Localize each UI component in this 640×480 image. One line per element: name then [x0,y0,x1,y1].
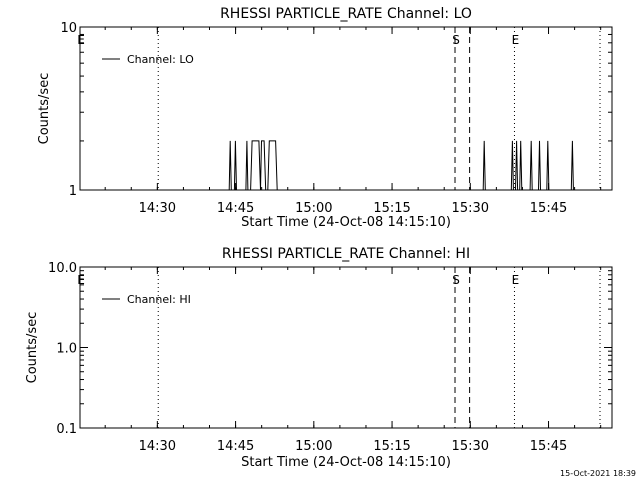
x-tick-label: 14:30 [139,201,176,216]
event-marker-label: S [452,273,460,287]
legend-entry: Channel: LO [127,53,194,66]
event-marker-label: E [77,33,85,47]
chart-title: RHESSI PARTICLE_RATE Channel: HI [222,246,470,262]
series-line [80,140,612,191]
x-tick-label: 15:00 [295,439,332,454]
event-marker-label: E [512,33,520,47]
x-tick-label: 15:15 [373,201,410,216]
x-axis-label: Start Time (24-Oct-08 14:15:10) [241,455,451,470]
x-tick-label: 15:15 [373,439,410,454]
footer-timestamp: 15-Oct-2021 18:39 [560,469,636,478]
y-tick-label: 0.1 [56,422,77,437]
x-tick-label: 14:30 [139,439,176,454]
x-tick-label: 15:45 [530,201,567,216]
x-tick-label: 15:30 [452,201,489,216]
legend-entry: Channel: HI [127,293,191,306]
event-marker-label: E [512,273,520,287]
hi-channel-panel: RHESSI PARTICLE_RATE Channel: HI 14:30 14:… [25,246,613,470]
event-marker-label: S [452,33,460,47]
x-tick-label: 15:00 [295,201,332,216]
x-tick-label: 15:45 [530,439,567,454]
y-tick-label: 10.0 [48,261,77,276]
x-tick-label: 15:30 [452,439,489,454]
lo-channel-panel: RHESSI PARTICLE_RATE Channel: LO 14:30 14:… [37,6,613,230]
y-tick-label: 1 [69,184,77,199]
x-axis-label: Start Time (24-Oct-08 14:15:10) [241,215,451,230]
event-marker-label: E [77,273,85,287]
x-tick-label: 14:45 [217,201,254,216]
y-axis-label: Counts/sec [37,73,52,145]
y-tick-label: 10 [60,21,77,36]
x-tick-label: 14:45 [217,439,254,454]
plot-frame [79,266,613,429]
y-tick-label: 1.0 [56,342,77,357]
chart-title: RHESSI PARTICLE_RATE Channel: LO [220,6,472,22]
y-axis-label: Counts/sec [25,312,40,384]
